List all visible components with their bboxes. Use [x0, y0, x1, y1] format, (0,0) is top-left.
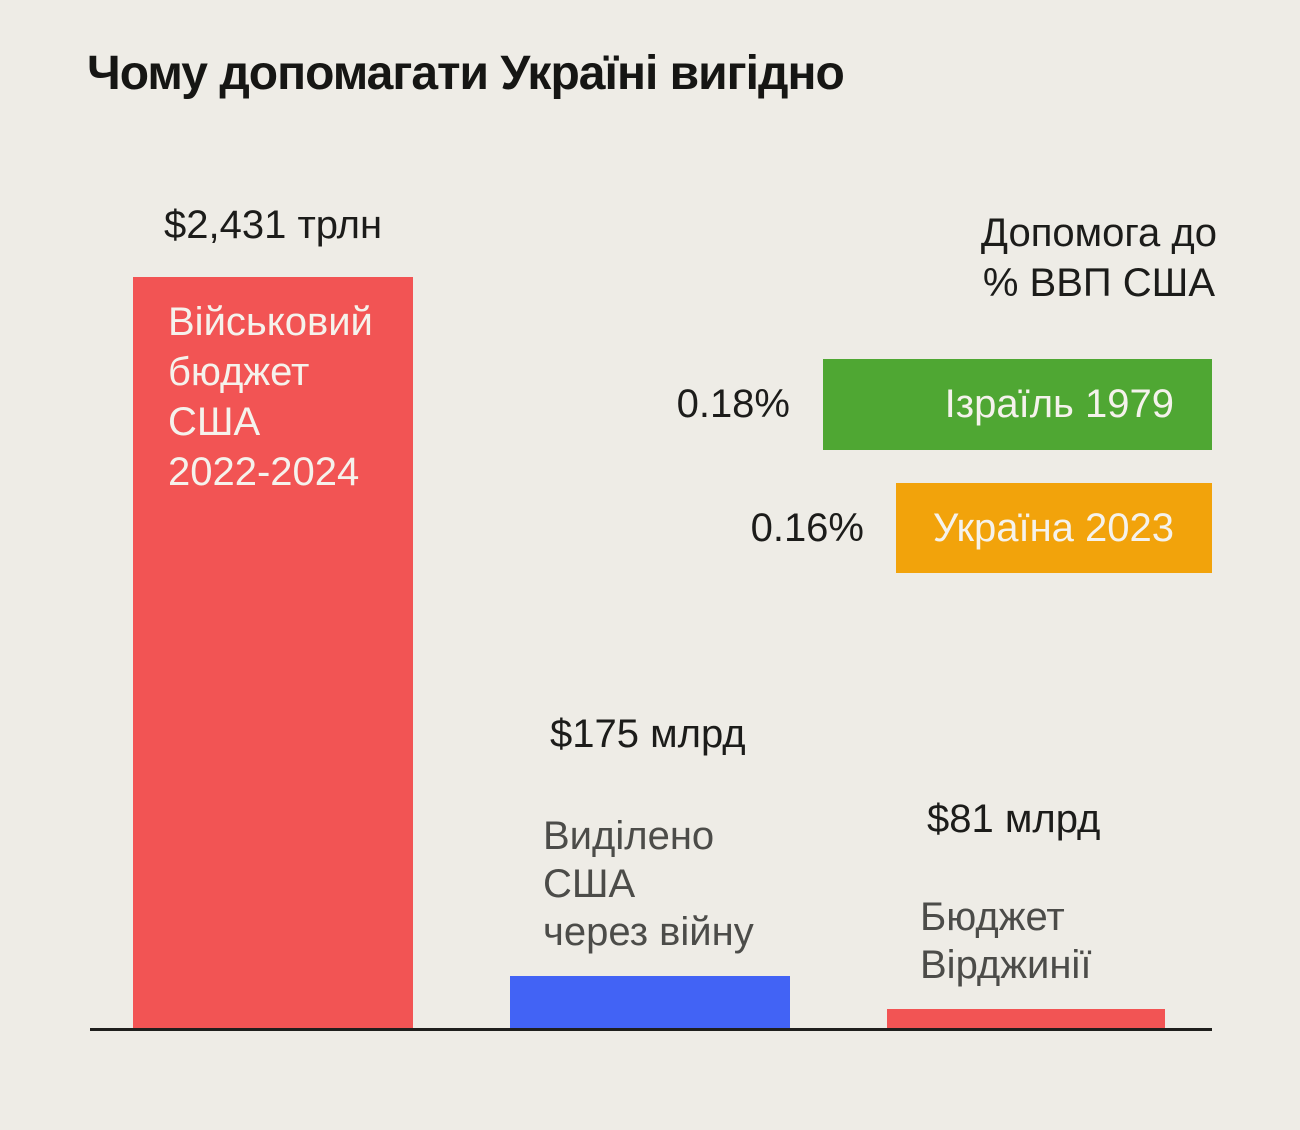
us-war-spending-value: $175 млрд [550, 712, 746, 756]
us-military-budget-bar: Військовий бюджет США 2022-2024 [133, 277, 413, 1028]
us-military-budget-label: Військовий бюджет США 2022-2024 [168, 300, 373, 494]
ukraine-2023-bar: Україна 2023 [896, 483, 1212, 573]
israel-1979-bar: Ізраїль 1979 [823, 359, 1212, 450]
x-axis-baseline [90, 1028, 1212, 1031]
us-war-spending-bar [510, 976, 790, 1028]
israel-1979-label: Ізраїль 1979 [944, 382, 1174, 426]
us-war-spending-label: Виділено США через війну [543, 814, 754, 954]
us-military-budget-value: $2,431 трлн [164, 203, 383, 247]
virginia-budget-value: $81 млрд [927, 797, 1101, 841]
virginia-budget-label: Бюджет Вірджинії [920, 895, 1092, 987]
gdp-comparison-title: Допомога до % ВВП США [980, 211, 1217, 305]
chart-title: Чому допомагати Україні вигідно [87, 47, 845, 100]
virginia-budget-bar [887, 1009, 1165, 1028]
ukraine-2023-label: Україна 2023 [932, 505, 1174, 550]
ukraine-2023-value: 0.16% [750, 505, 864, 550]
israel-1979-value: 0.18% [676, 382, 790, 426]
